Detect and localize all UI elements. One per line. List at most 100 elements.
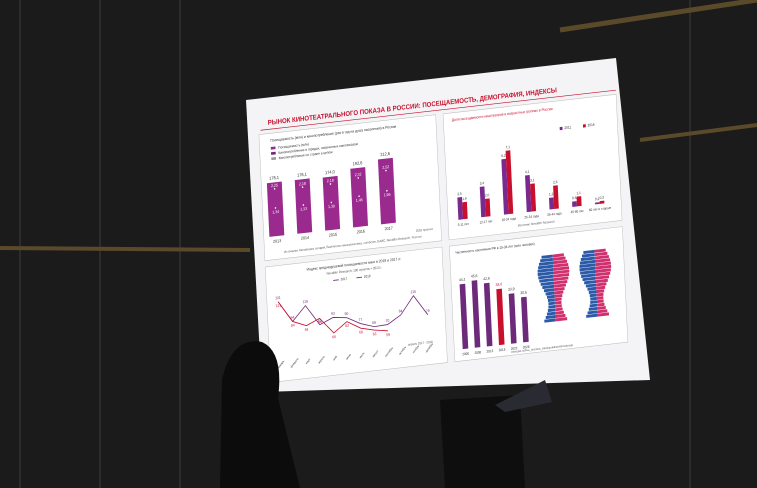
label: 35-44 года [547,211,562,217]
bar [530,183,537,212]
pyramid-row [596,289,605,294]
label: апрель [317,354,326,365]
point [329,183,332,185]
label: 18-24 года [502,216,517,222]
label: 3-11 лет [458,222,470,228]
label: 69 [359,330,363,335]
pyramid-row [579,263,596,268]
label: 2015 [329,231,338,237]
label: август [371,348,379,358]
pyramid-row [555,310,564,315]
pyramid-row [597,302,605,307]
label: 1,30 [328,204,335,209]
label: 2018 [499,347,506,352]
label: Nevafilm Research; 100 пунктов = 2013 г. [326,265,382,276]
label: январь [277,359,286,370]
label: 6,2 [501,153,506,158]
pyramid-row [595,278,608,284]
label: 93 [331,311,335,316]
label: 94 [318,320,322,325]
pyramid-row [553,269,570,275]
bar [266,181,285,237]
bar [459,283,469,350]
label: 1,1 [576,191,581,196]
pyramid-row [595,268,611,273]
pyramid-row [587,286,597,291]
label: декабрь [425,341,435,353]
pyramid-row [555,313,566,318]
pyramid-row [554,297,562,302]
pyramid-row [596,296,604,300]
label: 44,1 [459,277,466,282]
speaker [220,341,300,488]
label: 1,33 [300,207,307,212]
pyramid-row [596,285,606,290]
point [273,187,276,190]
label: октябрь [398,345,407,356]
pyramid-row [579,259,596,265]
label: 79 [426,309,430,314]
line [277,295,429,328]
pyramid-row [554,290,564,295]
bar [479,186,486,218]
label: Посещаемость (млн) [278,142,309,150]
label: 131 [275,296,281,301]
pyramid-row [538,264,554,270]
legend-swatch [270,146,276,150]
pyramid-row [596,282,607,287]
pyramid-row [595,264,612,270]
pyramid-row [594,248,606,253]
pyramid-row [554,287,565,292]
pyramid-row [594,251,608,257]
pyramid-row [548,301,556,306]
label: 3,1 [530,178,535,183]
label: 1,9 [462,196,467,201]
pyramid-row [554,300,562,305]
bar [457,196,464,220]
label: ноябрь [412,343,421,354]
bar [599,200,605,204]
label: 83 [318,319,322,324]
pyramid-row [595,271,611,277]
point [385,169,387,172]
label: сентябрь [384,345,394,358]
pyramid-row [595,275,610,280]
bar [525,174,532,213]
pyramid-row [590,296,597,301]
pyramid-row [546,311,556,316]
pyramid-row [590,300,598,304]
label: июнь [345,352,352,361]
pyramid-row [581,273,596,278]
pyramid-row [545,291,555,296]
label: 2,32 [355,172,362,177]
label: 94 [290,315,294,320]
label: Источник: Nevafilm Research [518,219,555,227]
pyramid-row [540,257,553,263]
label: 176,1 [269,175,280,181]
label: 2018 [364,274,371,279]
podium [440,395,525,488]
bar [350,167,369,228]
label: 83 [345,323,349,328]
bar [484,198,491,217]
pyramid-row [585,283,597,288]
pyramid-row [543,288,555,293]
bar [501,158,509,215]
label: 2028 [523,345,530,350]
label: апрель 2017 - 2018 [408,340,433,347]
label: 59 [386,333,390,338]
pyramid-row [554,283,567,288]
pyramid-row [553,276,569,282]
pyramid-row [553,266,570,271]
label: 1,3 [549,192,554,197]
pyramid-row [553,272,570,278]
label: 2013 [487,349,494,354]
pyramid-row [541,254,553,259]
bar [553,185,559,209]
pyramid-row [584,280,597,285]
laptop [495,380,552,412]
pyramid-row [588,306,598,311]
label: 2,0 [485,193,490,198]
label: 1,56 [384,192,391,197]
